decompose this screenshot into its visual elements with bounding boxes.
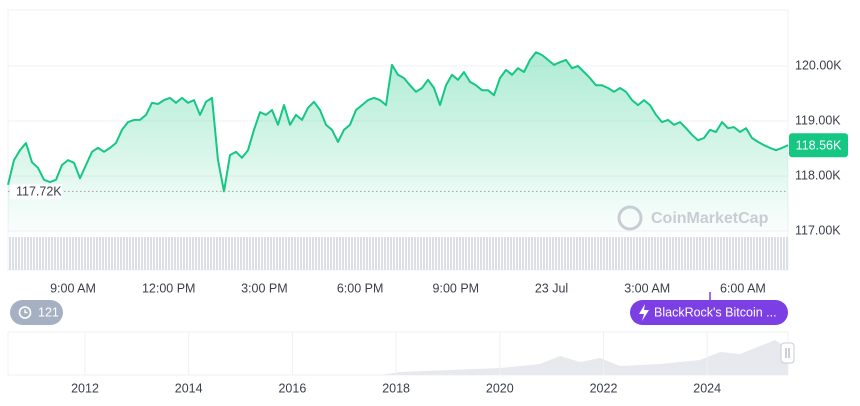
x-tick-label: 6:00 PM [337, 281, 384, 295]
area [8, 52, 788, 232]
x-tick-label: 12:00 PM [142, 281, 196, 295]
news-headline[interactable]: BlackRock's Bitcoin ... [654, 305, 777, 319]
price-line [7, 51, 789, 193]
news-pill-bg[interactable] [630, 300, 788, 325]
volume-bars [8, 237, 788, 270]
current-price: 118.56K [796, 138, 842, 152]
watermark: CoinMarketCap [617, 205, 769, 231]
navigator-axis: 2012 2014 2016 2018 2020 2022 2024 [71, 332, 721, 395]
navigator-label: 2016 [278, 381, 306, 395]
navigator-label: 2022 [590, 381, 618, 395]
x-tick-label: 6:00 AM [720, 281, 766, 295]
current-price-bg [789, 133, 848, 158]
news-count[interactable]: 121 [38, 305, 59, 319]
x-tick-label: 9:00 PM [433, 281, 480, 295]
watermark-text: CoinMarketCap [651, 210, 769, 227]
plot: 117.72K 118.56K [7, 51, 848, 232]
navigator-label: 2024 [693, 381, 721, 395]
x-tick-label: 9:00 AM [50, 281, 96, 295]
navigator [7, 331, 795, 376]
x-tick-label: 23 Jul [535, 281, 568, 295]
x-tick-label: 3:00 PM [241, 281, 288, 295]
low-label-bg [10, 184, 62, 200]
x-axis: 9:00 AM 12:00 PM 3:00 PM 6:00 PM 9:00 PM 23 J… [50, 281, 766, 295]
news-pill[interactable]: BlackRock's Bitcoin ... [630, 292, 788, 325]
news-badge-bg[interactable] [10, 300, 63, 325]
x-tick-label: 3:00 AM [624, 281, 670, 295]
news-badge[interactable]: 121 [10, 300, 63, 325]
y-tick-label: 117.00K [795, 223, 841, 237]
y-tick-label: 119.00K [795, 113, 841, 127]
navigator-label: 2012 [71, 381, 99, 395]
y-tick-label: 120.00K [795, 58, 842, 72]
navigator-label: 2018 [382, 381, 410, 395]
navigator-label: 2020 [486, 381, 514, 395]
navigator-label: 2014 [175, 381, 203, 395]
y-tick-label: 118.00K [795, 168, 841, 182]
low-label: 117.72K [16, 185, 62, 199]
